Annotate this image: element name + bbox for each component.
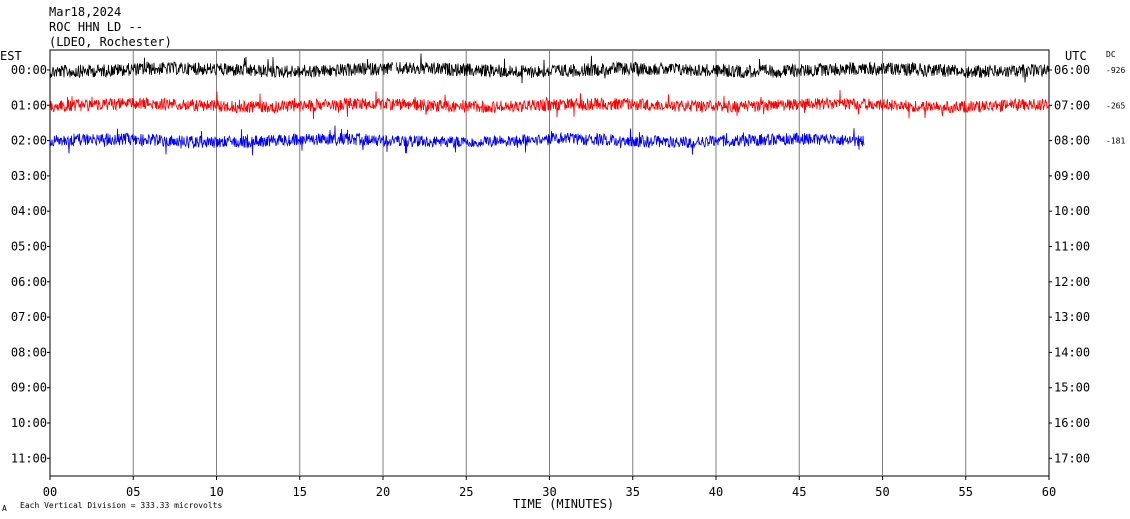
left-tick-label: 05:00 bbox=[11, 240, 47, 254]
dc-offset-label: -265 bbox=[1106, 101, 1125, 110]
x-tick-label: 55 bbox=[959, 485, 973, 499]
x-tick-label: 50 bbox=[875, 485, 889, 499]
seismic-traces: -926 -265 -181 bbox=[49, 53, 1125, 156]
corner-mark: A bbox=[2, 504, 7, 513]
x-tick-label: 05 bbox=[126, 485, 140, 499]
utc-axis-label: UTC bbox=[1065, 49, 1087, 63]
right-tick-label: 16:00 bbox=[1054, 416, 1090, 430]
left-tick-label: 07:00 bbox=[11, 310, 47, 324]
x-tick-label: 25 bbox=[459, 485, 473, 499]
x-tick-label: 00 bbox=[43, 485, 57, 499]
trace-line bbox=[49, 125, 865, 156]
trace-line bbox=[49, 53, 1050, 84]
left-tick-label: 01:00 bbox=[11, 98, 47, 112]
dc-label: DC bbox=[1106, 50, 1116, 59]
right-tick-label: 08:00 bbox=[1054, 134, 1090, 148]
axis-ticks: 00 05 10 15 20 25 30 35 40 45 50 55 60 00:00 01:00 02:0… bbox=[11, 63, 1090, 499]
x-tick-label: 30 bbox=[542, 485, 556, 499]
left-tick-label: 02:00 bbox=[11, 134, 47, 148]
dc-offset-label: -926 bbox=[1106, 66, 1125, 75]
left-tick-label: 10:00 bbox=[11, 416, 47, 430]
left-tick-label: 09:00 bbox=[11, 381, 47, 395]
network-label: (LDEO, Rochester) bbox=[49, 35, 172, 49]
x-tick-label: 45 bbox=[792, 485, 806, 499]
left-tick-label: 03:00 bbox=[11, 169, 47, 183]
left-tick-label: 00:00 bbox=[11, 63, 47, 77]
right-tick-label: 17:00 bbox=[1054, 451, 1090, 465]
est-axis-label: EST bbox=[0, 49, 22, 63]
right-tick-label: 11:00 bbox=[1054, 240, 1090, 254]
x-tick-label: 15 bbox=[293, 485, 307, 499]
vertical-grid bbox=[132, 50, 967, 476]
x-tick-label: 35 bbox=[626, 485, 640, 499]
x-axis-title: TIME (MINUTES) bbox=[513, 497, 614, 511]
x-tick-label: 10 bbox=[209, 485, 223, 499]
dc-offset-label: -181 bbox=[1106, 137, 1125, 146]
right-tick-label: 12:00 bbox=[1054, 275, 1090, 289]
right-tick-label: 15:00 bbox=[1054, 381, 1090, 395]
x-tick-label: 60 bbox=[1042, 485, 1056, 499]
station-label: ROC HHN LD -- bbox=[49, 20, 143, 34]
left-tick-label: 04:00 bbox=[11, 204, 47, 218]
right-tick-label: 10:00 bbox=[1054, 204, 1090, 218]
right-tick-label: 13:00 bbox=[1054, 310, 1090, 324]
x-tick-label: 20 bbox=[376, 485, 390, 499]
right-tick-label: 09:00 bbox=[1054, 169, 1090, 183]
right-tick-label: 14:00 bbox=[1054, 345, 1090, 359]
trace-line bbox=[49, 89, 1050, 120]
scale-note: Each Vertical Division = 333.33 microvol… bbox=[20, 501, 222, 510]
date-label: Mar18,2024 bbox=[49, 5, 121, 19]
left-tick-label: 11:00 bbox=[11, 451, 47, 465]
right-tick-label: 07:00 bbox=[1054, 98, 1090, 112]
left-tick-label: 08:00 bbox=[11, 345, 47, 359]
x-tick-label: 40 bbox=[709, 485, 723, 499]
left-tick-label: 06:00 bbox=[11, 275, 47, 289]
right-tick-label: 06:00 bbox=[1054, 63, 1090, 77]
